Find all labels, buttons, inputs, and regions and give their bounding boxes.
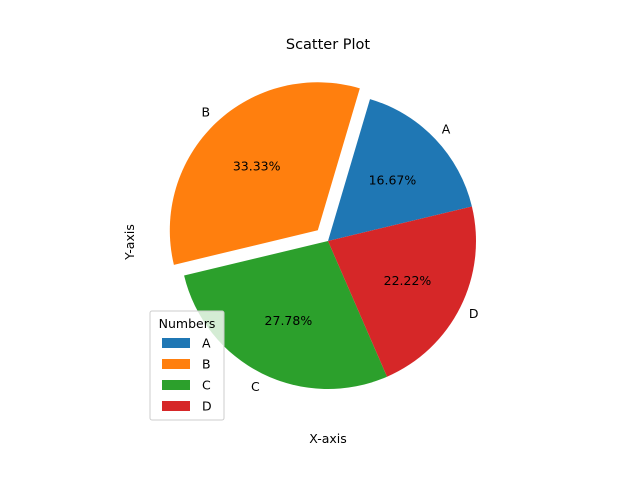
slice-percent-b: 33.33% [233,158,281,173]
pie-slice-c [184,241,388,390]
chart-title: Scatter Plot [286,37,371,53]
x-axis-label: X-axis [309,431,347,446]
slice-percent-c: 27.78% [265,313,313,328]
slice-label-d: D [469,306,479,321]
slice-label-c: C [251,379,260,394]
legend-swatch-c [162,380,190,390]
pie-slice-a [328,99,472,241]
slice-percent-a: 16.67% [369,172,417,187]
pie-slice-b [169,82,360,265]
slice-label-a: A [442,121,451,136]
pie-labels: A 16.67% B 33.33% C 27.78% D 22.22% [201,105,478,395]
slice-percent-d: 22.22% [384,273,432,288]
y-axis-label: Y-axis [122,224,137,261]
slice-label-b: B [201,105,210,120]
pie-slice-d [328,206,476,377]
legend-title: Numbers [159,316,216,331]
legend-swatch-b [162,359,190,369]
legend-swatch-d [162,401,190,411]
legend-swatch-a [162,338,190,348]
pie-slices [169,82,476,390]
legend-label-b: B [202,357,211,372]
legend-label-c: C [202,378,211,393]
legend-label-d: D [202,399,212,414]
legend-label-a: A [202,336,211,351]
